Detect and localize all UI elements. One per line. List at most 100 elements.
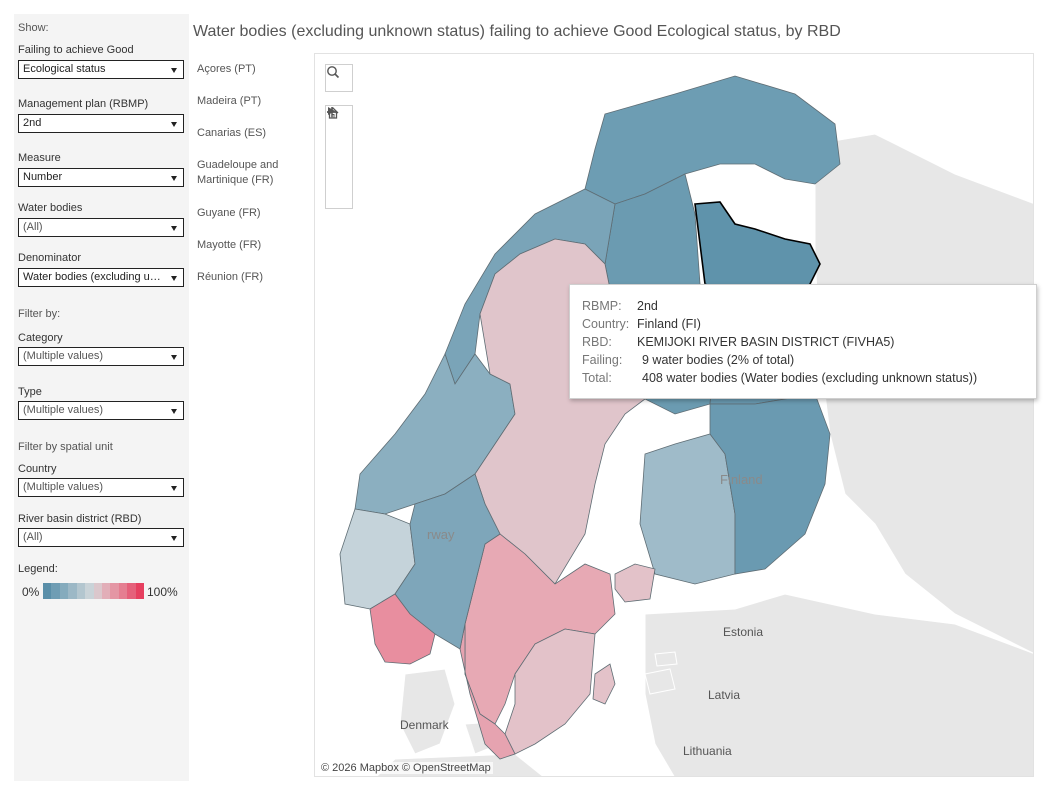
tooltip-rbmp-row: RBMP: 2nd <box>582 299 658 313</box>
region-link-guyane[interactable]: Guyane (FR) <box>197 207 261 219</box>
tooltip-rbmp-key: RBMP: <box>582 299 622 313</box>
legend-swatch <box>93 583 102 599</box>
tooltip-country-key: Country: <box>582 317 630 331</box>
waterbodies-dropdown[interactable]: (All) <box>18 218 184 237</box>
map-tooltip: RBMP: 2nd Country: Finland (FI) RBD: KEMIJO… <box>569 284 1037 399</box>
legend-label: Legend: <box>18 563 58 575</box>
chevron-down-icon <box>171 68 177 73</box>
measure-dropdown-value: Number <box>23 171 63 183</box>
legend-swatch <box>43 583 52 599</box>
category-label: Category <box>18 332 63 344</box>
legend-swatch <box>127 583 136 599</box>
map-search-control[interactable] <box>325 64 353 92</box>
rbd-se-south-baltic[interactable] <box>504 628 596 755</box>
tooltip-failing-key: Failing: <box>582 353 623 367</box>
denominator-label: Denominator <box>18 252 81 264</box>
region-link-mayotte[interactable]: Mayotte (FR) <box>197 239 262 251</box>
type-dropdown-value: (Multiple values) <box>23 404 104 416</box>
land-baltics <box>644 593 1033 776</box>
denominator-dropdown-value: Water bodies (excluding unknown status) <box>23 271 161 283</box>
measure-dropdown[interactable]: Number <box>18 168 184 187</box>
tooltip-country-value: Finland (FI) <box>637 317 701 331</box>
country-dropdown[interactable]: (Multiple values) <box>18 478 184 497</box>
category-dropdown[interactable]: (Multiple values) <box>18 347 184 366</box>
filter-panel: Show: Failing to achieve Good Ecological… <box>14 14 189 781</box>
legend-swatch <box>76 583 86 599</box>
region-link-madeira[interactable]: Madeira (PT) <box>197 95 262 107</box>
country-dropdown-value: (Multiple values) <box>23 481 104 493</box>
map-attribution[interactable]: © 2026 Mapbox © OpenStreetMap <box>319 762 493 774</box>
category-dropdown-value: (Multiple values) <box>23 350 104 362</box>
rbmp-label: Management plan (RBMP) <box>18 98 149 110</box>
chevron-down-icon <box>171 226 177 231</box>
legend-swatch <box>85 583 94 599</box>
legend-swatch <box>110 583 119 599</box>
tooltip-rbd-key: RBD: <box>582 335 612 349</box>
tooltip-total-key: Total: <box>582 371 612 385</box>
map-label-estonia: Estonia <box>723 625 763 639</box>
waterbodies-label: Water bodies <box>18 202 83 214</box>
search-icon[interactable] <box>326 65 352 91</box>
land-hiiumaa <box>654 651 678 667</box>
chevron-down-icon <box>171 409 177 414</box>
play-icon[interactable] <box>326 107 352 210</box>
land-saaremaa <box>644 668 676 695</box>
chevron-down-icon <box>171 355 177 360</box>
map-label-norway: rway <box>427 527 455 542</box>
region-link-reunion[interactable]: Réunion (FR) <box>197 271 264 283</box>
type-dropdown[interactable]: (Multiple values) <box>18 401 184 420</box>
region-link-guadeloupe-martinique[interactable]: Guadeloupe and Martinique (FR) <box>197 159 279 186</box>
legend-swatch <box>101 583 111 599</box>
rbmp-dropdown[interactable]: 2nd <box>18 114 184 133</box>
legend-swatch <box>59 583 69 599</box>
chevron-down-icon <box>171 486 177 491</box>
legend-swatch <box>68 583 77 599</box>
map-view[interactable]: Finland rway Estonia Latvia Lithuania De… <box>314 53 1034 777</box>
type-label: Type <box>18 386 42 398</box>
chevron-down-icon <box>171 536 177 541</box>
rbd-label: River basin district (RBD) <box>18 513 142 525</box>
failing-dropdown[interactable]: Ecological status <box>18 60 184 79</box>
chevron-down-icon <box>171 122 177 127</box>
failing-dropdown-value: Ecological status <box>23 63 106 75</box>
region-link-acores[interactable]: Açores (PT) <box>197 63 256 75</box>
legend-swatch <box>51 583 60 599</box>
tooltip-total-row: Total: 408 water bodies (Water bodies (ex… <box>582 371 977 385</box>
spatial-heading: Filter by spatial unit <box>18 441 113 453</box>
rbd-no-finnmark[interactable] <box>584 75 841 205</box>
measure-label: Measure <box>18 152 61 164</box>
region-link-canarias[interactable]: Canarias (ES) <box>197 127 267 139</box>
legend-max-label: 100% <box>147 585 178 599</box>
legend-min-label: 0% <box>22 585 40 599</box>
map-label-finland: Finland <box>720 472 763 487</box>
rbd-se-skagerrak[interactable] <box>459 623 516 760</box>
tooltip-rbd-row: RBD: KEMIJOKI RIVER BASIN DISTRICT (FIVHA… <box>582 335 894 349</box>
tooltip-rbmp-value: 2nd <box>637 299 658 313</box>
rbd-dropdown[interactable]: (All) <box>18 528 184 547</box>
legend-swatch <box>118 583 128 599</box>
denominator-dropdown[interactable]: Water bodies (excluding unknown status) <box>18 268 184 287</box>
legend: 0% 100% <box>18 583 188 601</box>
home-icon[interactable] <box>326 107 352 184</box>
tooltip-rbd-value: KEMIJOKI RIVER BASIN DISTRICT (FIVHA5) <box>637 335 895 349</box>
rbd-fi-vuoksi[interactable] <box>709 393 831 575</box>
tooltip-failing-value: 9 water bodies (2% of total) <box>642 353 795 367</box>
legend-color-bar <box>43 583 145 599</box>
land-denmark <box>399 668 456 755</box>
map-label-latvia: Latvia <box>708 688 740 702</box>
failing-label: Failing to achieve Good <box>18 44 134 56</box>
zoom-out-icon[interactable] <box>326 111 352 158</box>
rbd-no-agder[interactable] <box>369 593 436 665</box>
tooltip-total-value: 408 water bodies (Water bodies (excludin… <box>642 371 978 385</box>
rbd-se-gotland[interactable] <box>592 663 616 705</box>
rbd-fi-aland[interactable] <box>614 563 656 603</box>
rbd-dropdown-value: (All) <box>23 531 43 543</box>
legend-swatch <box>135 583 145 599</box>
show-heading: Show: <box>18 22 49 34</box>
waterbodies-dropdown-value: (All) <box>23 221 43 233</box>
country-label: Country <box>18 463 57 475</box>
rbd-fi-kokemaenjoki[interactable] <box>639 433 736 585</box>
map-label-denmark: Denmark <box>400 718 450 732</box>
map-zoom-controls[interactable] <box>325 105 353 209</box>
map-canvas[interactable]: Finland rway Estonia Latvia Lithuania De… <box>315 54 1034 777</box>
